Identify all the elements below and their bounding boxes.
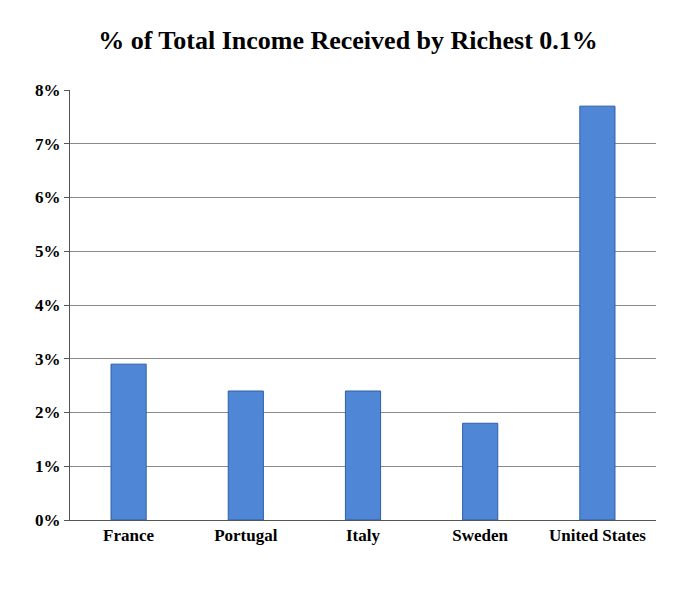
svg-text:1%: 1% (35, 457, 61, 476)
svg-text:% of Total Income Received by: % of Total Income Received by Richest 0.… (98, 26, 598, 55)
svg-text:Portugal: Portugal (214, 526, 278, 545)
svg-text:7%: 7% (35, 135, 61, 154)
svg-text:Italy: Italy (346, 526, 381, 545)
svg-text:5%: 5% (35, 242, 61, 261)
svg-text:United States: United States (549, 526, 646, 545)
svg-text:France: France (103, 526, 154, 545)
svg-text:0%: 0% (35, 511, 61, 530)
svg-text:Sweden: Sweden (452, 526, 508, 545)
svg-text:4%: 4% (35, 296, 61, 315)
svg-text:8%: 8% (35, 81, 61, 100)
svg-text:3%: 3% (35, 350, 61, 369)
svg-text:6%: 6% (35, 188, 61, 207)
svg-text:2%: 2% (35, 403, 61, 422)
